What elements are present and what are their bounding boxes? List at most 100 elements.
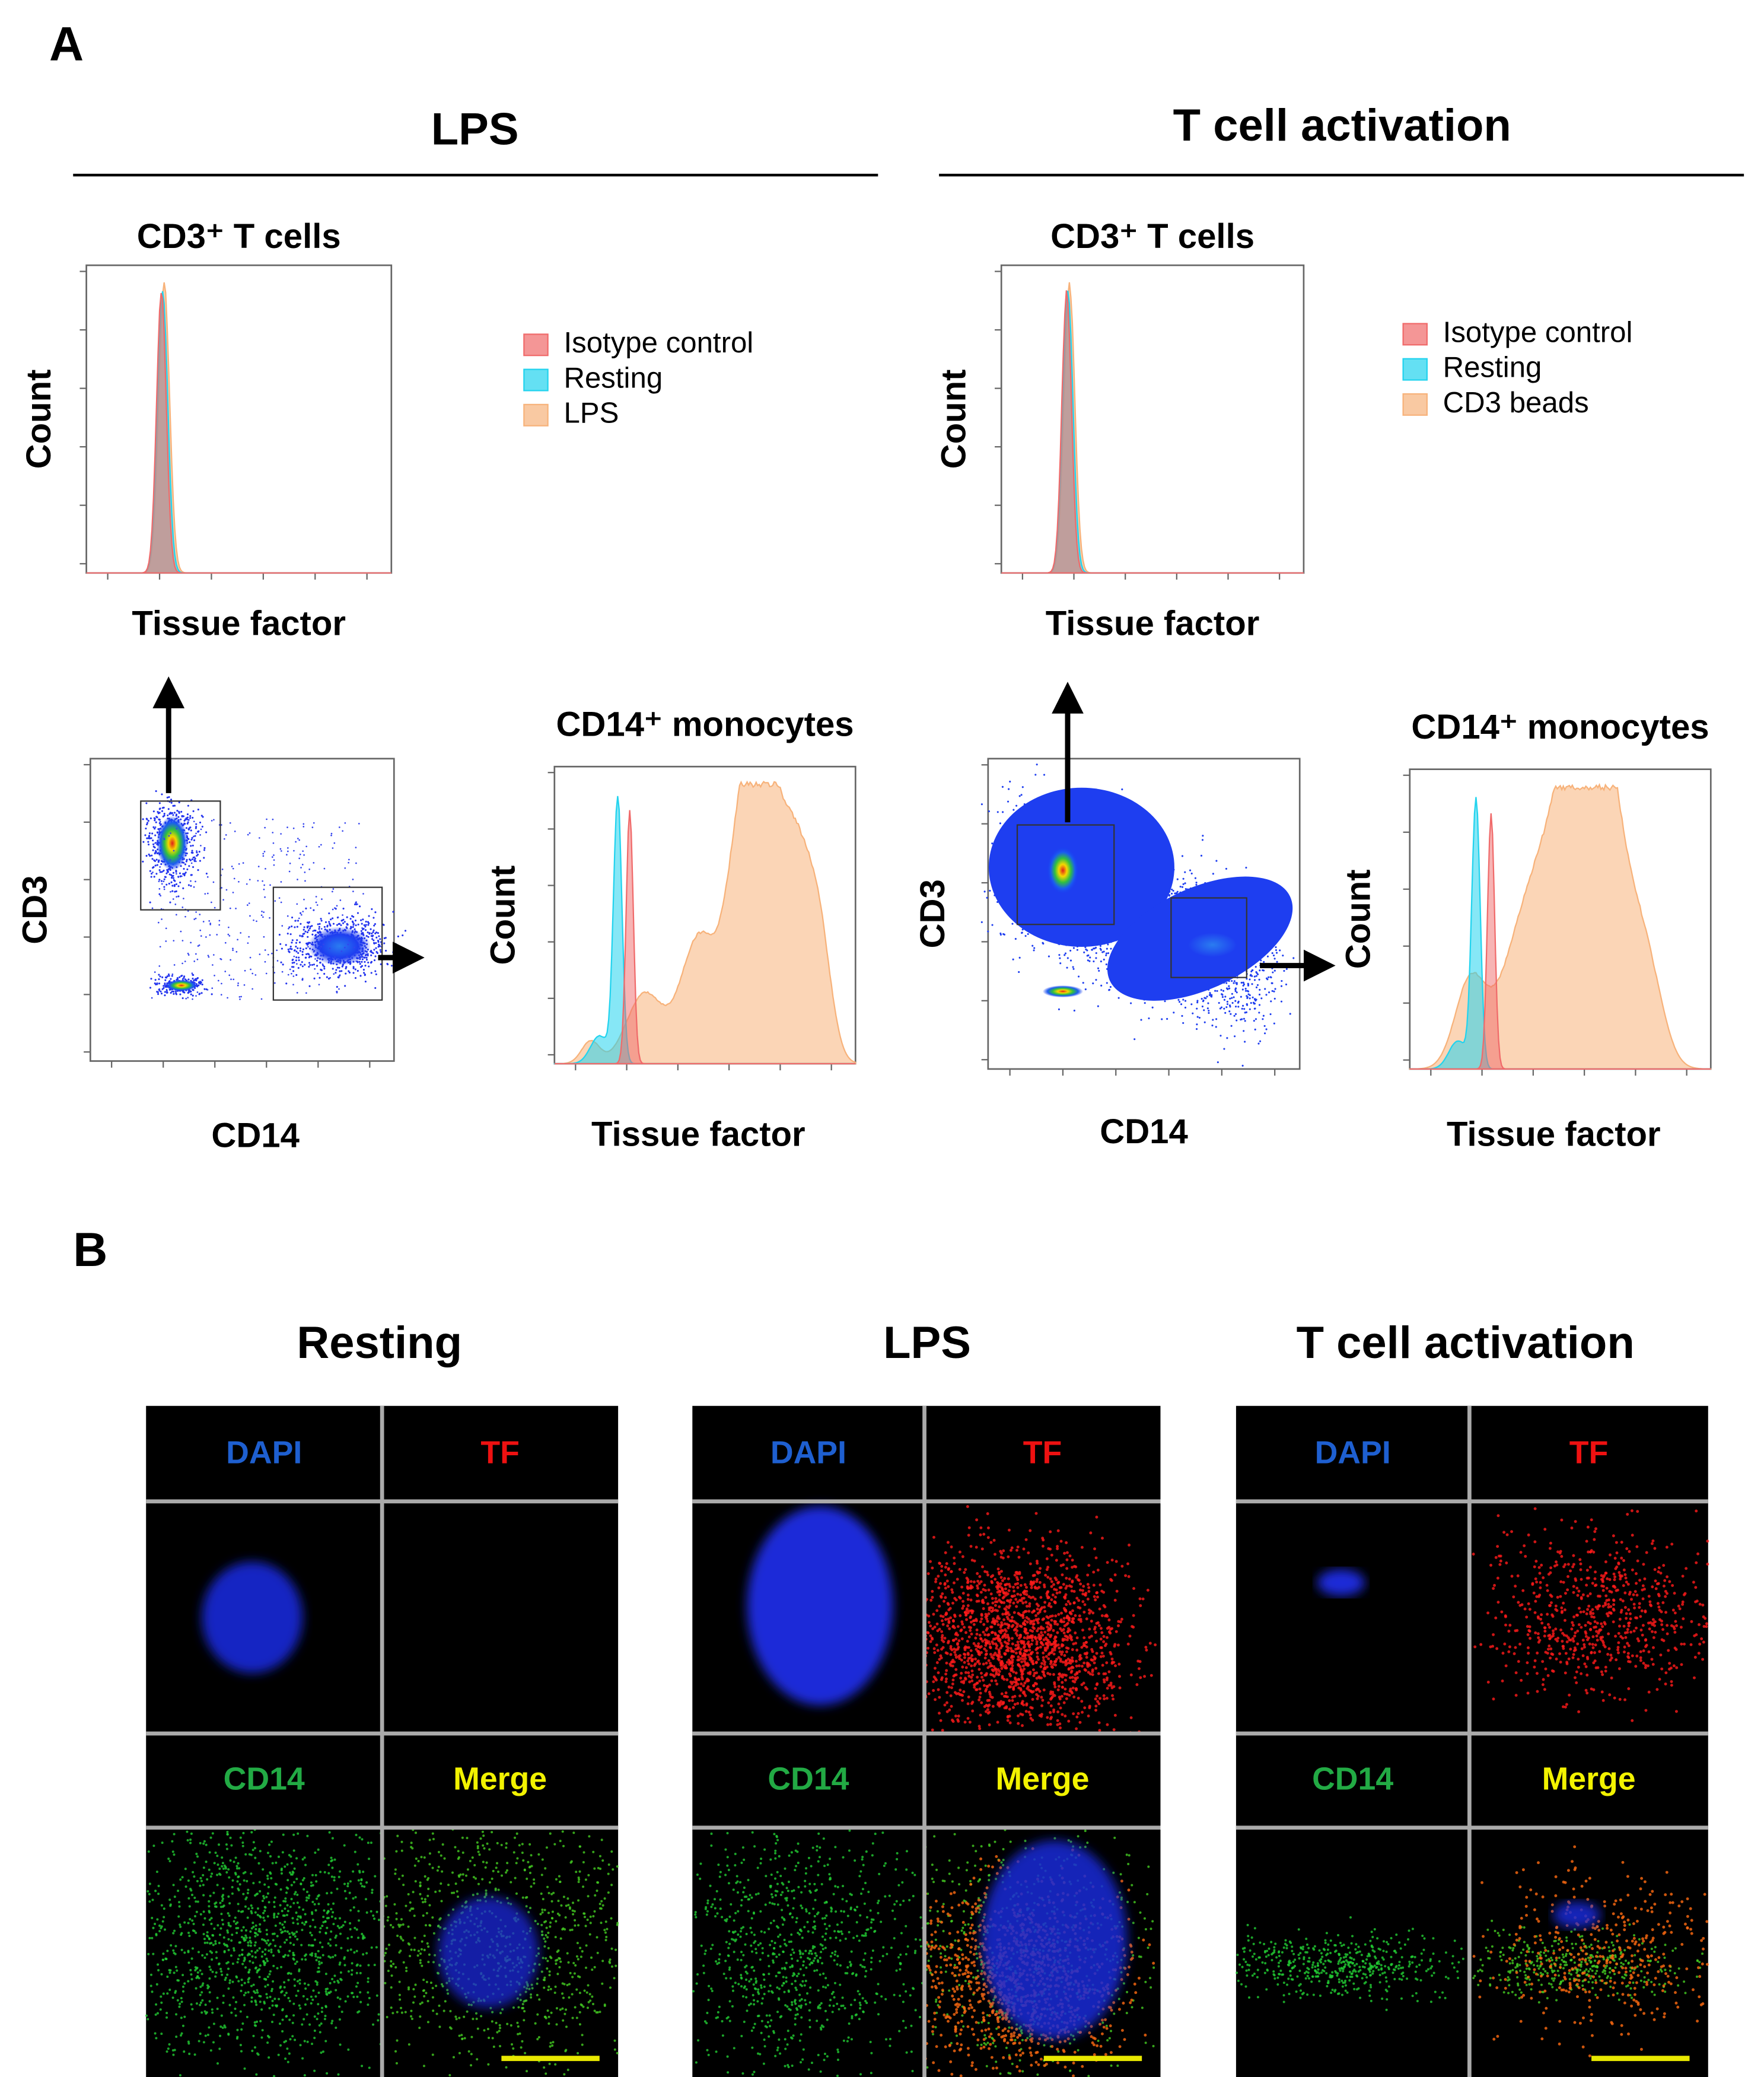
event <box>1083 951 1085 953</box>
event <box>1072 947 1075 949</box>
speckle <box>251 1961 254 1964</box>
speckle <box>359 1991 362 1994</box>
event <box>308 962 311 964</box>
event <box>316 965 319 967</box>
event <box>378 943 380 946</box>
event <box>209 934 211 936</box>
speckle <box>351 1962 354 1965</box>
event <box>1092 982 1094 985</box>
speckle <box>375 1994 378 1997</box>
event <box>1223 1007 1225 1010</box>
speckle <box>310 1881 313 1884</box>
speckle <box>182 1990 185 1993</box>
event <box>1228 1010 1231 1013</box>
event <box>1247 984 1250 987</box>
event <box>230 978 232 981</box>
label: Resting <box>297 1318 462 1368</box>
event <box>311 933 314 936</box>
event <box>1181 1014 1183 1017</box>
speckle <box>262 1911 265 1914</box>
event <box>196 851 198 854</box>
event <box>168 873 171 876</box>
speckle <box>187 1932 190 1935</box>
event <box>1179 885 1182 888</box>
event <box>323 943 324 946</box>
event <box>344 985 346 987</box>
event <box>1105 963 1107 966</box>
legend-swatch <box>1402 358 1428 381</box>
event <box>201 825 203 828</box>
speckle <box>181 1876 184 1879</box>
speckle <box>367 1841 370 1844</box>
speckle <box>251 1849 254 1852</box>
event <box>1108 989 1110 991</box>
event <box>228 935 231 937</box>
event <box>249 832 251 834</box>
event <box>364 929 367 931</box>
event <box>187 990 190 992</box>
event <box>368 933 371 935</box>
speckle <box>187 1922 190 1925</box>
speckle <box>225 1871 228 1874</box>
speckle <box>221 1862 224 1865</box>
event <box>160 880 163 882</box>
speckle <box>168 1971 171 1974</box>
event <box>1180 1003 1183 1006</box>
event <box>303 933 305 935</box>
event <box>189 859 192 861</box>
event <box>263 851 266 853</box>
event <box>318 984 320 985</box>
event <box>172 877 175 879</box>
event <box>195 880 196 883</box>
speckle <box>281 2018 284 2021</box>
speckle <box>212 1891 215 1894</box>
event <box>367 924 370 926</box>
event <box>1255 975 1257 977</box>
event <box>285 982 288 985</box>
event <box>313 929 316 932</box>
event <box>154 834 157 836</box>
event <box>1266 955 1269 958</box>
speckle <box>236 2028 239 2031</box>
event <box>356 912 359 914</box>
event <box>184 871 187 874</box>
event <box>348 861 349 864</box>
event <box>317 972 319 975</box>
event <box>197 853 199 856</box>
event <box>1087 954 1090 956</box>
event <box>1008 788 1010 790</box>
speckle <box>324 2040 327 2043</box>
event <box>190 862 193 864</box>
event <box>1272 971 1274 974</box>
event <box>1221 996 1224 998</box>
event <box>1002 811 1004 813</box>
event <box>1206 1007 1209 1010</box>
speckle <box>222 1894 225 1897</box>
speckle <box>266 1874 269 1877</box>
event <box>195 860 197 863</box>
speckle <box>196 1900 199 1903</box>
event <box>385 949 387 952</box>
event <box>1215 1026 1217 1028</box>
event <box>187 819 190 821</box>
event <box>1117 997 1120 999</box>
event <box>1233 996 1235 998</box>
event <box>367 961 370 963</box>
speckle <box>195 1987 198 1990</box>
event <box>1280 1000 1283 1003</box>
event <box>1172 889 1174 892</box>
event <box>1202 835 1204 837</box>
event <box>184 823 186 825</box>
speckle <box>190 2003 193 2006</box>
event <box>271 952 273 955</box>
event <box>305 953 308 955</box>
event <box>1262 1014 1265 1017</box>
event <box>165 872 168 874</box>
speckle <box>332 1955 335 1958</box>
event <box>228 974 231 977</box>
event <box>164 876 167 878</box>
event <box>199 929 202 931</box>
speckle <box>194 1966 197 1969</box>
event <box>1059 962 1062 965</box>
event <box>337 916 339 918</box>
